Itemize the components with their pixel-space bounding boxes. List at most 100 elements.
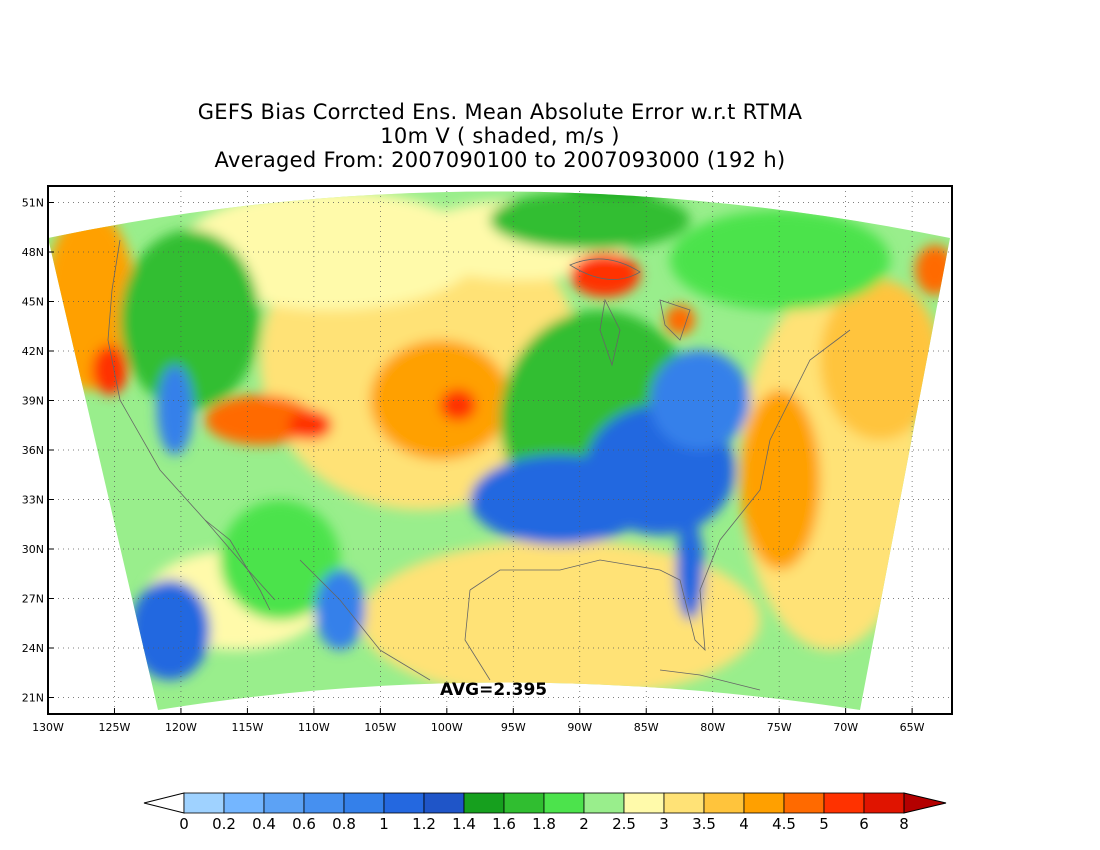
colorbar-swatch [823, 792, 865, 814]
colorbar-label: 0.6 [292, 815, 316, 833]
colorbar-swatch [703, 792, 745, 814]
lon-label: 125W [99, 721, 131, 734]
appalachian-blue-region [650, 350, 750, 450]
mexico-blue-region [315, 570, 365, 650]
lon-label: 105W [364, 721, 396, 734]
lon-label: 95W [501, 721, 526, 734]
rockies-green [120, 230, 260, 410]
lon-label: 115W [231, 721, 263, 734]
lat-label: 30N [22, 543, 44, 556]
lon-label: 110W [298, 721, 330, 734]
colorbar-label: 2.5 [612, 815, 636, 833]
lake-michigan-outline [599, 298, 621, 367]
atlantic-orange-north [820, 280, 940, 440]
latitude-labels: 51N 48N 45N 42N 39N 36N 33N 30N 27N 24N 21N [22, 197, 44, 705]
coastlines [107, 239, 851, 691]
great-basin-red [205, 395, 315, 445]
lon-label: 130W [32, 721, 64, 734]
mexico-gulf-coastline [464, 589, 491, 681]
canada-dark-green [560, 191, 680, 195]
nevada-blue-region [157, 365, 193, 455]
colorbar-label: 1.6 [492, 815, 516, 833]
florida-blue-region [676, 520, 704, 620]
colorbar-swatch [263, 792, 305, 814]
map-title: GEFS Bias Corrcted Ens. Mean Absolute Er… [0, 100, 1000, 172]
pacific-coast-red [92, 345, 128, 395]
lat-label: 27N [22, 593, 44, 606]
plains-orange [370, 340, 510, 460]
colorbar: 0 0.2 0.4 0.6 0.8 1 1.2 1.4 1.6 1.8 2 2.5 3 3.5 4 4.5 5 6… [143, 792, 947, 833]
title-line-2: 10m V ( shaded, m/s ) [380, 124, 620, 148]
gulf-atlantic-coastline [469, 329, 851, 652]
northeast-green [670, 210, 890, 310]
lat-label: 45N [22, 296, 44, 309]
lat-label: 39N [22, 395, 44, 408]
colorbar-label: 1.2 [412, 815, 436, 833]
colorbar-swatch [223, 792, 265, 814]
colorbar-swatch [783, 792, 825, 814]
colorbar-swatch [183, 792, 225, 814]
colorbar-label: 5 [819, 815, 829, 833]
pacific-blue-region [130, 580, 210, 680]
colorbar-swatch [383, 792, 425, 814]
colorbar-swatch [663, 792, 705, 814]
colorbar-label: 0.4 [252, 815, 276, 833]
lon-label: 80W [700, 721, 725, 734]
canada-green [490, 191, 690, 250]
colorbar-label: 8 [899, 815, 909, 833]
lat-label: 21N [22, 692, 44, 705]
north-yellow-region [180, 191, 480, 310]
lat-label: 36N [22, 444, 44, 457]
pacific-coastline [107, 239, 276, 601]
lon-label: 75W [767, 721, 792, 734]
title-line-1: GEFS Bias Corrcted Ens. Mean Absolute Er… [197, 100, 803, 124]
colorbar-label: 0.8 [332, 815, 356, 833]
colorbar-label: 1.4 [452, 815, 476, 833]
lon-label: 65W [900, 721, 925, 734]
colorbar-label: 3 [659, 815, 669, 833]
lake-superior-red [570, 253, 640, 297]
mexico-west-coastline [299, 559, 431, 681]
plains-red [440, 389, 476, 421]
colorbar-swatch [423, 792, 465, 814]
lat-label: 42N [22, 345, 44, 358]
utah-red [288, 410, 332, 440]
title-line-3: Averaged From: 2007090100 to 2007093000 … [214, 148, 786, 172]
longitude-labels: 130W 125W 120W 115W 110W 105W 100W 95W 90W 85W 80W… [32, 721, 925, 734]
cuba-coastline [659, 669, 761, 691]
colorbar-swatch [303, 792, 345, 814]
atlantic-orange-band [740, 390, 820, 570]
lon-label: 70W [833, 721, 858, 734]
colorbar-label: 0.2 [212, 815, 236, 833]
shaded-field [48, 191, 950, 710]
lon-label: 100W [431, 721, 463, 734]
colorbar-label: 2 [579, 815, 589, 833]
colorbar-high-arrow [903, 792, 947, 814]
lon-label: 85W [634, 721, 659, 734]
maritime-orange [915, 245, 950, 295]
graticule [47, 186, 952, 714]
lake-huron-outline [659, 299, 691, 341]
lon-label: 90W [567, 721, 592, 734]
colorbar-label: 6 [859, 815, 869, 833]
colorbar-label: 3.5 [692, 815, 716, 833]
colorbar-label: 1.8 [532, 815, 556, 833]
lon-label: 120W [165, 721, 197, 734]
gulf-yellow-region [360, 540, 760, 700]
colorbar-label: 4.5 [772, 815, 796, 833]
baja-coastline [204, 519, 271, 611]
colorbar-swatch [503, 792, 545, 814]
colorbar-swatch [343, 792, 385, 814]
colorbar-swatch [743, 792, 785, 814]
lake-huron-orange [665, 305, 695, 335]
colorbar-label: 4 [739, 815, 749, 833]
colorbar-swatch [623, 792, 665, 814]
lat-label: 33N [22, 494, 44, 507]
lake-superior-outline [569, 258, 641, 280]
lat-label: 24N [22, 642, 44, 655]
map-frame [47, 185, 953, 715]
colorbar-low-arrow [143, 792, 185, 814]
colorbar-swatch [543, 792, 585, 814]
colorbar-swatch [583, 792, 625, 814]
